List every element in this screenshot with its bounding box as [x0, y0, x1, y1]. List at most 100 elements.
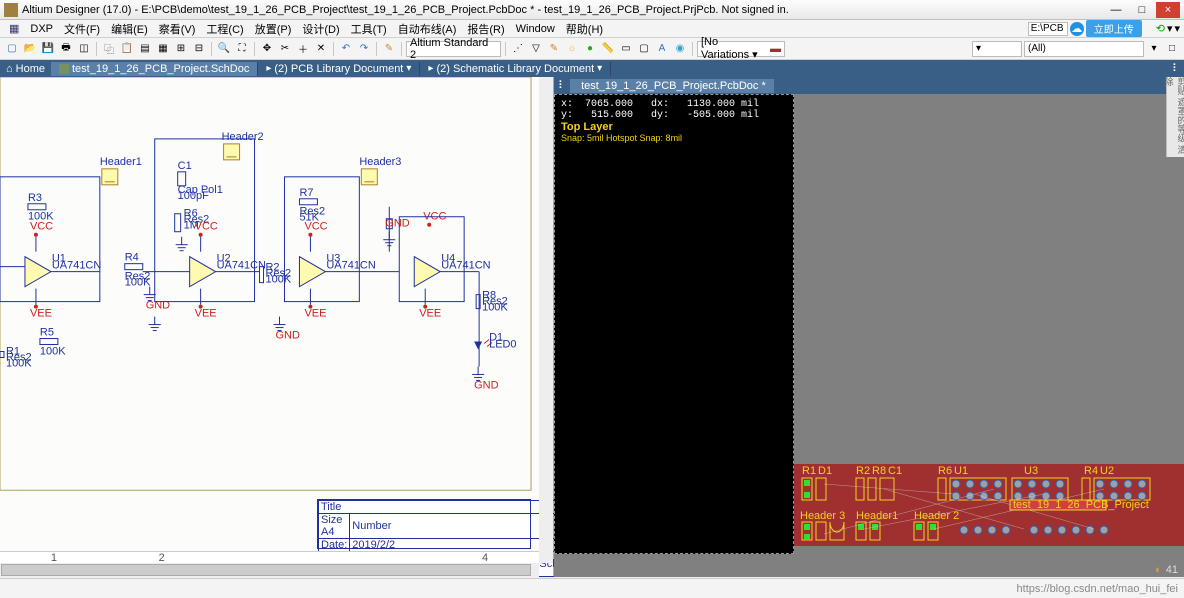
tab-pcbdoc[interactable]: test_19_1_26_PCB_Project.PcbDoc * — [570, 79, 774, 93]
schematic-panel[interactable]: Header1 R3100K R5100K U1UA741CN VCC VEE … — [0, 77, 554, 577]
svg-text:C1: C1 — [178, 160, 192, 172]
nav-back-icon[interactable]: ⟲ — [1156, 22, 1165, 35]
toggle-2[interactable]: □ — [1164, 41, 1180, 57]
star-icon[interactable]: ☼ — [564, 41, 580, 57]
standard-select[interactable]: Altium Standard 2 — [406, 41, 501, 57]
window-controls: — □ × — [1104, 2, 1180, 18]
tab-schlib[interactable]: ▸ (2) Schematic Library Document ▾ — [420, 62, 611, 76]
page-icon[interactable]: ▭ — [618, 41, 634, 57]
box-icon[interactable]: ▢ — [636, 41, 652, 57]
new-doc-icon[interactable]: ▢ — [4, 41, 20, 57]
menu-file[interactable]: 文件(F) — [59, 20, 105, 38]
menu-design[interactable]: 设计(D) — [297, 20, 344, 38]
fit-icon[interactable]: ⛶ — [234, 41, 250, 57]
svg-text:100K: 100K — [482, 302, 508, 314]
filter-icon[interactable]: ▽ — [528, 41, 544, 57]
minimize-button[interactable]: — — [1104, 2, 1128, 18]
undo-icon[interactable]: ↶ — [338, 41, 354, 57]
svg-text:100K: 100K — [6, 357, 32, 369]
menu-dxp[interactable]: DXP — [25, 22, 58, 36]
zoom-icon[interactable]: 🔍 — [216, 41, 232, 57]
status-bar: https://blog.csdn.net/mao_hui_fei — [0, 578, 1184, 598]
pcb-canvas[interactable]: x: 7065.000 dx: 1130.000 mil y: 515.000 … — [554, 94, 1184, 577]
upload-button[interactable]: 立即上传 — [1086, 20, 1142, 37]
snap-icon[interactable]: ⊞ — [173, 41, 189, 57]
menubar: ▦ DXP 文件(F) 编辑(E) 察看(V) 工程(C) 放置(P) 设计(D… — [0, 20, 1184, 38]
coords-hud: x: 7065.000 dx: 1130.000 mil y: 515.000 … — [557, 97, 763, 145]
svg-text:U2: U2 — [1100, 465, 1114, 477]
doc-icon — [59, 64, 69, 74]
preview-icon[interactable]: ◫ — [76, 41, 92, 57]
menu-tools[interactable]: 工具(T) — [346, 20, 392, 38]
pcb-board[interactable]: R1D1 R2R8C1 R6U1 U3 R4U2 Header 3Header1… — [794, 464, 1184, 546]
pencil-icon[interactable]: ✎ — [381, 41, 397, 57]
svg-text:VCC: VCC — [195, 221, 218, 233]
path-input[interactable]: E:\PCB — [1028, 22, 1068, 36]
svg-text:R4: R4 — [125, 252, 139, 264]
cut-icon[interactable]: ✂ — [277, 41, 293, 57]
home-tab[interactable]: ⌂Home — [0, 63, 51, 75]
tab-pcblib[interactable]: ▸ (2) PCB Library Document ▾ — [258, 62, 420, 76]
svg-text:VEE: VEE — [30, 308, 52, 320]
menu-window[interactable]: Window — [511, 22, 560, 36]
tabs-overflow-icon[interactable]: ⠇ — [554, 79, 570, 92]
svg-text:UA741CN: UA741CN — [441, 260, 490, 272]
stack-icon[interactable]: ⊟ — [191, 41, 207, 57]
menu-help[interactable]: 帮助(H) — [561, 20, 608, 38]
ruler-icon[interactable]: 📏 — [600, 41, 616, 57]
variations-select[interactable]: [No Variations ▾ ▬ — [697, 41, 785, 57]
menu-autoroute[interactable]: 自动布线(A) — [393, 20, 462, 38]
filter-all[interactable]: (All) — [1024, 41, 1144, 57]
svg-text:R5: R5 — [40, 327, 54, 339]
toggle-1[interactable]: ▾ — [1146, 41, 1162, 57]
menu-report[interactable]: 报告(R) — [462, 20, 509, 38]
toolbar: ▢ 📂 💾 🖶 ◫ ⿻ 📋 ▤ ▦ ⊞ ⊟ 🔍 ⛶ ✥ ✂ ＋ ✕ ↶ ↷ ✎ … — [0, 38, 1184, 60]
app-logo-icon — [4, 3, 18, 17]
svg-text:R1: R1 — [802, 465, 816, 477]
svg-text:100K: 100K — [40, 345, 66, 357]
maximize-button[interactable]: □ — [1130, 2, 1154, 18]
cloud-icon[interactable]: ☁ — [1070, 22, 1084, 36]
global-icon[interactable]: ◉ — [672, 41, 688, 57]
move-icon[interactable]: ✥ — [259, 41, 275, 57]
hatch-icon[interactable]: ⋰ — [510, 41, 526, 57]
menu-place[interactable]: 放置(P) — [250, 20, 297, 38]
pcb-black-region[interactable]: x: 7065.000 dx: 1130.000 mil y: 515.000 … — [554, 94, 794, 554]
paste-icon[interactable]: 📋 — [119, 41, 135, 57]
print-icon[interactable]: 🖶 — [58, 41, 74, 57]
save-icon[interactable]: 💾 — [40, 41, 56, 57]
nav-fwd-icon[interactable]: ▾ — [1167, 22, 1173, 35]
menu-edit[interactable]: 编辑(E) — [106, 20, 153, 38]
grid-icon[interactable]: ▦ — [155, 41, 171, 57]
h-scrollbar[interactable] — [0, 563, 539, 577]
cross-icon[interactable]: ✕ — [313, 41, 329, 57]
close-button[interactable]: × — [1156, 2, 1180, 18]
svg-text:VEE: VEE — [195, 308, 217, 320]
svg-text:Header 3: Header 3 — [800, 510, 845, 522]
svg-text:test_19_1_26_PCB_Project: test_19_1_26_PCB_Project — [1013, 499, 1149, 511]
v-scrollbar[interactable] — [539, 77, 553, 563]
open-icon[interactable]: 📂 — [22, 41, 38, 57]
svg-text:UA741CN: UA741CN — [52, 260, 101, 272]
doc-tabs-left: ⌂Home test_19_1_26_PCB_Project.SchDoc ▸ … — [0, 60, 1184, 77]
svg-text:VEE: VEE — [304, 308, 326, 320]
redo-icon[interactable]: ↷ — [356, 41, 372, 57]
check-icon[interactable]: ● — [582, 41, 598, 57]
svg-text:Header2: Header2 — [222, 131, 264, 143]
copy-icon[interactable]: ⿻ — [101, 41, 117, 57]
text-icon[interactable]: A — [654, 41, 670, 57]
layers-icon[interactable]: ▤ — [137, 41, 153, 57]
menu-view[interactable]: 察看(V) — [154, 20, 201, 38]
svg-text:GND: GND — [275, 330, 299, 342]
menu-project[interactable]: 工程(C) — [201, 20, 248, 38]
tabs-overflow-icon[interactable]: ⠇ — [1168, 62, 1184, 75]
filter-1[interactable]: ▾ — [972, 41, 1022, 57]
menu-dxp-icon[interactable]: ▦ — [4, 21, 24, 36]
plus-icon[interactable]: ＋ — [295, 41, 311, 57]
svg-text:R3: R3 — [28, 192, 42, 204]
highlight-icon[interactable]: ✎ — [546, 41, 562, 57]
window-title: Altium Designer (17.0) - E:\PCB\demo\tes… — [22, 4, 789, 16]
nav-dropdown-icon[interactable]: ▾ — [1174, 22, 1180, 35]
tab-schdoc[interactable]: test_19_1_26_PCB_Project.SchDoc — [51, 62, 258, 76]
side-tools[interactable]: 剪贴 遮罩的等级 清除 — [1166, 77, 1184, 157]
